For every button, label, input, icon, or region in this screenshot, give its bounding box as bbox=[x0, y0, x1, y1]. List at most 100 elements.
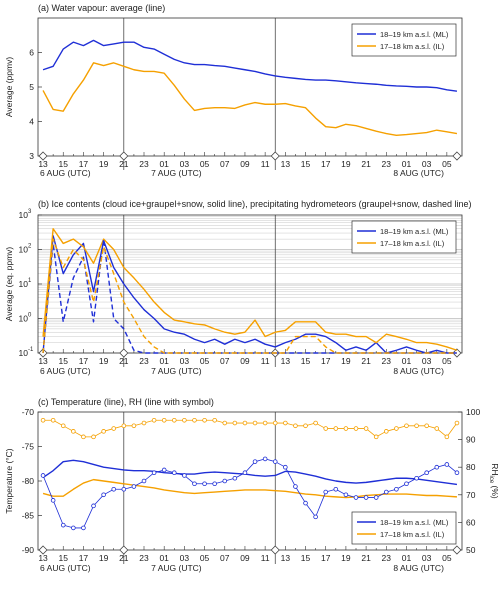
y2-tick-label: 60 bbox=[466, 517, 476, 527]
data-point bbox=[373, 434, 379, 440]
chart-panel-b: (b) Ice contents (cloud ice+graupel+snow… bbox=[4, 199, 472, 376]
x-tick-label: 19 bbox=[341, 159, 351, 169]
legend-label: 17–18 km a.s.l. (IL) bbox=[380, 42, 445, 51]
data-point bbox=[131, 423, 137, 429]
y2-tick-label: 70 bbox=[466, 490, 476, 500]
data-point bbox=[404, 481, 409, 487]
x-tick-label: 01 bbox=[159, 553, 169, 563]
data-point bbox=[161, 467, 167, 473]
axis-marker bbox=[270, 545, 280, 555]
data-point bbox=[303, 500, 308, 506]
x-tick-label: 07 bbox=[220, 159, 230, 169]
y2-axis-label-sub: ice bbox=[488, 476, 494, 484]
x-tick-label: 03 bbox=[422, 553, 432, 563]
x-tick-label: 09 bbox=[240, 159, 250, 169]
x-tick-label: 03 bbox=[422, 159, 432, 169]
data-point bbox=[192, 417, 197, 423]
data-point bbox=[182, 473, 187, 478]
y-axis-label: Average (eq. ppmv) bbox=[4, 247, 14, 322]
x-tick-label: 01 bbox=[402, 553, 412, 563]
data-point bbox=[121, 486, 127, 492]
y-tick-label: 10 bbox=[19, 348, 29, 358]
panel-title: (a) Water vapour: average (line) bbox=[38, 3, 165, 13]
data-point bbox=[101, 429, 106, 434]
x-tick-label: 15 bbox=[59, 553, 69, 563]
data-point bbox=[71, 429, 76, 434]
data-point bbox=[171, 417, 177, 423]
y-tick-label: -85 bbox=[22, 511, 35, 521]
x-tick-label: 17 bbox=[321, 159, 331, 169]
legend-label: 17–18 km a.s.l. (IL) bbox=[380, 530, 445, 539]
y-tick-label: -70 bbox=[22, 407, 35, 417]
chart-panel-a: (a) Water vapour: average (line) 3 4 5 6 Aver… bbox=[4, 3, 463, 178]
axis-marker bbox=[119, 545, 129, 555]
data-point bbox=[434, 426, 440, 431]
y-tick-exponent: 1 bbox=[28, 278, 32, 284]
y2-axis-label: RHice (%) bbox=[488, 463, 500, 499]
x-tick-label: 05 bbox=[200, 553, 210, 563]
data-point bbox=[252, 459, 258, 464]
data-point bbox=[232, 420, 238, 426]
data-point bbox=[343, 492, 349, 498]
data-point bbox=[272, 459, 278, 464]
data-point bbox=[353, 495, 359, 500]
data-point bbox=[293, 484, 298, 489]
data-point bbox=[383, 429, 389, 434]
axis-marker bbox=[38, 348, 48, 358]
data-point bbox=[262, 456, 268, 462]
x-tick-label: 21 bbox=[119, 356, 129, 366]
legend-label: 17–18 km a.s.l. (IL) bbox=[380, 239, 445, 248]
axis-marker bbox=[452, 348, 462, 358]
data-point bbox=[202, 417, 207, 423]
data-point bbox=[424, 423, 429, 429]
x-tick-label: 17 bbox=[321, 553, 331, 563]
data-point bbox=[81, 434, 86, 440]
x-tick-label: 15 bbox=[59, 356, 69, 366]
data-point bbox=[40, 473, 46, 478]
x-tick-label: 17 bbox=[79, 553, 89, 563]
x-tick-label: 19 bbox=[99, 356, 109, 366]
x-tick-label: 05 bbox=[200, 159, 210, 169]
x-tick-label: 13 bbox=[281, 356, 291, 366]
data-point bbox=[383, 489, 389, 495]
x-date-label: 7 AUG (UTC) bbox=[151, 366, 202, 376]
data-point bbox=[454, 470, 460, 476]
x-tick-label: 11 bbox=[261, 159, 270, 169]
y-tick-label: -75 bbox=[22, 442, 35, 452]
x-tick-label: 05 bbox=[442, 356, 452, 366]
legend-label: 18–19 km a.s.l. (ML) bbox=[380, 518, 449, 527]
data-point bbox=[91, 503, 96, 509]
y-tick-label: 6 bbox=[29, 48, 34, 58]
y-axis-label: Temperature (°C) bbox=[4, 448, 14, 513]
x-tick-label: 01 bbox=[402, 159, 412, 169]
axis-marker bbox=[452, 151, 462, 161]
data-point bbox=[414, 475, 419, 481]
data-point bbox=[222, 420, 228, 426]
x-tick-label: 07 bbox=[220, 356, 230, 366]
y2-tick-label: 80 bbox=[466, 462, 476, 472]
x-tick-label: 19 bbox=[99, 159, 109, 169]
y2-tick-label: 100 bbox=[466, 407, 480, 417]
y-tick-exponent: 2 bbox=[28, 244, 32, 250]
axis-marker bbox=[119, 151, 129, 161]
data-point bbox=[91, 434, 96, 440]
x-tick-label: 03 bbox=[180, 356, 190, 366]
x-tick-label: 15 bbox=[301, 356, 311, 366]
y-axis-label: Average (ppmv) bbox=[4, 57, 14, 117]
data-point bbox=[151, 470, 157, 476]
data-point bbox=[182, 417, 187, 423]
data-point bbox=[111, 426, 117, 431]
x-tick-label: 05 bbox=[200, 356, 210, 366]
legend-label: 18–19 km a.s.l. (ML) bbox=[380, 30, 449, 39]
x-tick-label: 01 bbox=[159, 356, 169, 366]
data-point bbox=[363, 495, 369, 500]
y-tick-label: 10 bbox=[19, 245, 29, 255]
series-line-1 bbox=[42, 478, 457, 499]
data-point bbox=[262, 420, 268, 426]
x-tick-label: 23 bbox=[382, 159, 392, 169]
x-tick-label: 15 bbox=[59, 159, 69, 169]
data-point bbox=[333, 486, 339, 492]
x-date-label: 8 AUG (UTC) bbox=[393, 168, 444, 178]
data-point bbox=[444, 434, 450, 440]
y2-axis-label-unit: (%) bbox=[490, 483, 500, 499]
